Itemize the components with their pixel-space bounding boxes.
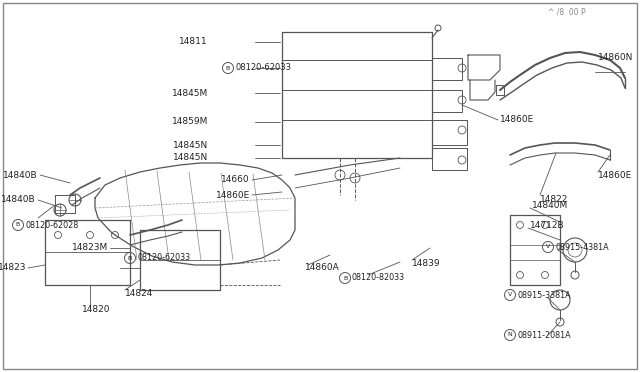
Text: ^ /8  00 P: ^ /8 00 P <box>548 7 586 16</box>
Text: B: B <box>16 222 20 228</box>
Text: 14860E: 14860E <box>500 115 534 125</box>
Text: 14859M: 14859M <box>172 118 208 126</box>
Text: 14845N: 14845N <box>173 154 208 163</box>
Text: 14840B: 14840B <box>3 170 38 180</box>
Text: B: B <box>128 256 132 260</box>
Text: 08915-4381A: 08915-4381A <box>556 243 610 251</box>
Text: N: N <box>508 333 513 337</box>
Text: 08120-82033: 08120-82033 <box>352 273 405 282</box>
Text: B: B <box>226 65 230 71</box>
Text: B: B <box>343 276 347 280</box>
Text: 14823: 14823 <box>0 263 26 273</box>
Text: 14823M: 14823M <box>72 244 108 253</box>
Text: 14860A: 14860A <box>305 263 340 273</box>
Text: 14839: 14839 <box>412 259 440 267</box>
Text: V: V <box>546 244 550 250</box>
Text: 14860E: 14860E <box>598 170 632 180</box>
Text: 08120-62028: 08120-62028 <box>25 221 78 230</box>
Text: 14660: 14660 <box>221 176 250 185</box>
Text: 14820: 14820 <box>82 305 111 314</box>
Text: 14822: 14822 <box>540 196 568 205</box>
Text: 08911-2081A: 08911-2081A <box>518 330 572 340</box>
Text: 08120-62033: 08120-62033 <box>235 64 291 73</box>
Text: 14845M: 14845M <box>172 89 208 97</box>
Text: 08915-3381A: 08915-3381A <box>518 291 572 299</box>
Text: 14811: 14811 <box>179 38 208 46</box>
Text: 14860E: 14860E <box>216 190 250 199</box>
Text: 14824: 14824 <box>125 289 154 298</box>
Text: 14712B: 14712B <box>530 221 564 230</box>
Text: 14860N: 14860N <box>598 54 634 62</box>
Text: 14840M: 14840M <box>532 201 568 209</box>
Text: V: V <box>508 292 512 298</box>
Text: 14845N: 14845N <box>173 141 208 150</box>
Text: 08120-62033: 08120-62033 <box>138 253 191 263</box>
Text: 14840B: 14840B <box>1 196 36 205</box>
